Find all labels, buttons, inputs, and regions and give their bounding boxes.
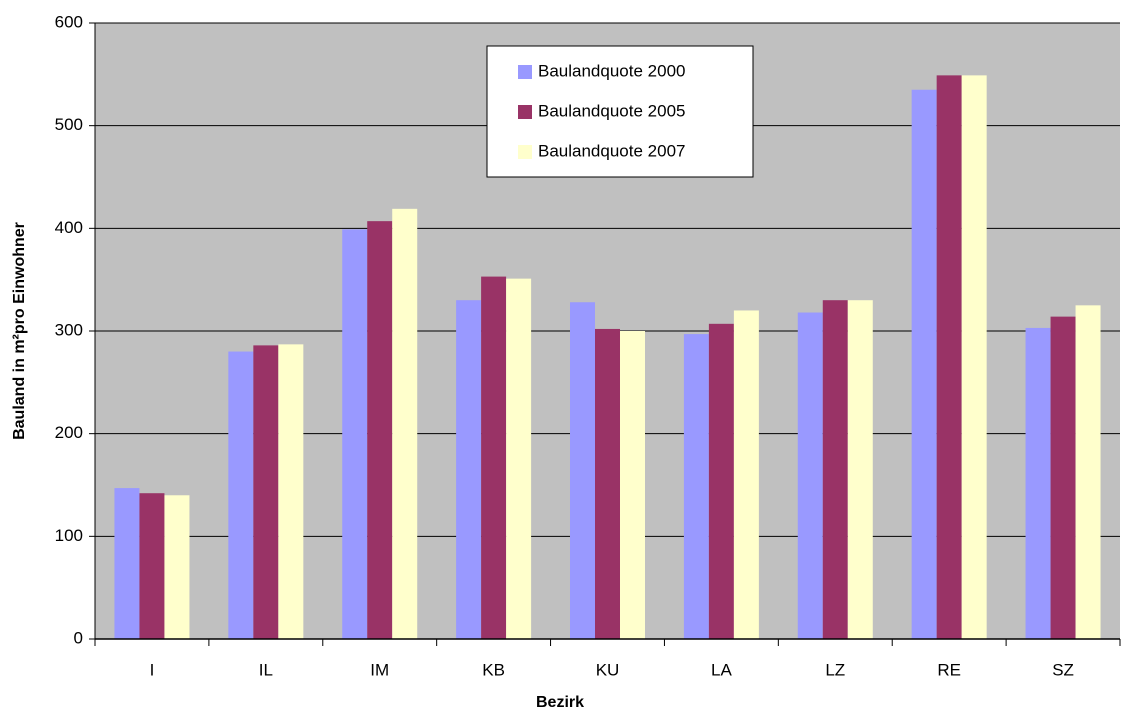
bar <box>911 89 937 639</box>
x-tick-label: KU <box>596 660 620 679</box>
bar <box>847 300 873 639</box>
legend-label: Baulandquote 2007 <box>538 141 685 160</box>
x-tick-label: RE <box>937 660 961 679</box>
y-tick-label: 100 <box>55 526 83 545</box>
x-tick-label: SZ <box>1052 660 1074 679</box>
legend-swatch <box>518 65 532 79</box>
y-tick-label: 600 <box>55 12 83 31</box>
legend-swatch <box>518 105 532 119</box>
legend-swatch <box>518 145 532 159</box>
bar <box>683 334 709 639</box>
bar <box>506 278 532 639</box>
x-axis-title: Bezirk <box>536 694 584 711</box>
x-tick-label: LZ <box>825 660 845 679</box>
bar <box>342 229 368 640</box>
bar <box>253 345 279 639</box>
bar <box>733 310 759 639</box>
y-tick-label: 300 <box>55 320 83 339</box>
bar <box>228 351 254 639</box>
bar <box>595 328 620 639</box>
legend-label: Baulandquote 2005 <box>538 101 685 120</box>
x-tick-label: IM <box>370 660 389 679</box>
bar <box>936 75 962 640</box>
bar <box>1050 316 1076 639</box>
bar <box>570 302 595 639</box>
bar <box>456 300 482 639</box>
x-tick-label: I <box>150 660 155 679</box>
bar <box>367 221 393 639</box>
bar <box>164 495 190 639</box>
bar <box>822 300 848 639</box>
bar <box>278 344 304 639</box>
legend-label: Baulandquote 2000 <box>538 61 685 80</box>
y-tick-label: 0 <box>74 628 83 647</box>
bar <box>114 488 140 639</box>
bar <box>1025 327 1051 639</box>
bar <box>620 331 645 639</box>
x-tick-label: IL <box>259 660 273 679</box>
bar <box>961 75 987 640</box>
bar <box>392 208 418 639</box>
y-axis-title: Bauland in m²pro Einwohner <box>11 222 28 440</box>
bar <box>1075 305 1101 639</box>
bar <box>481 276 507 639</box>
x-tick-label: LA <box>711 660 732 679</box>
bar <box>139 493 165 639</box>
y-tick-label: 400 <box>55 218 83 237</box>
y-tick-label: 500 <box>55 115 83 134</box>
x-tick-label: KB <box>482 660 505 679</box>
y-tick-label: 200 <box>55 423 83 442</box>
bar <box>708 323 734 639</box>
bar <box>797 312 823 639</box>
